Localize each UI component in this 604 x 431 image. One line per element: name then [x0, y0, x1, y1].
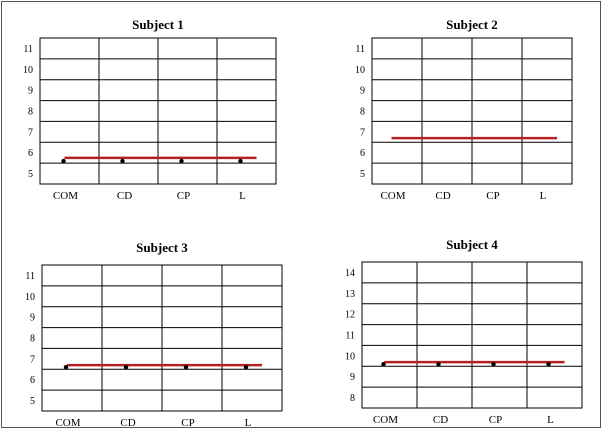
x-category-label: CD — [117, 190, 132, 202]
y-tick-label: 14 — [345, 268, 355, 279]
x-category-label: COM — [55, 417, 80, 429]
x-category-label: COM — [373, 414, 398, 426]
x-category-label: CD — [120, 417, 135, 429]
y-tick-label: 11 — [355, 44, 365, 55]
data-point — [381, 362, 386, 367]
x-category-label: L — [245, 417, 252, 429]
y-tick-label: 7 — [30, 354, 35, 365]
y-tick-label: 7 — [360, 127, 365, 138]
y-tick-label: 6 — [360, 148, 365, 159]
y-tick-label: 8 — [350, 393, 355, 404]
data-point — [61, 158, 66, 164]
x-category-label: L — [540, 190, 547, 202]
y-tick-label: 9 — [28, 86, 33, 97]
data-point — [243, 365, 249, 370]
x-category-label: CP — [177, 190, 190, 202]
data-point — [120, 158, 125, 164]
chart-4-title: Subject 4 — [446, 237, 498, 252]
x-category-label: CP — [486, 190, 499, 202]
x-category-label: CP — [181, 417, 194, 429]
y-tick-label: 8 — [28, 107, 33, 118]
y-tick-label: 5 — [28, 169, 33, 180]
y-tick-label: 7 — [28, 127, 33, 138]
y-tick-label: 10 — [355, 65, 365, 76]
y-tick-label: 9 — [30, 313, 35, 324]
x-category-label: COM — [380, 190, 405, 202]
data-point — [183, 365, 189, 370]
chart-3-title: Subject 3 — [136, 240, 188, 255]
y-tick-label: 10 — [345, 351, 355, 362]
y-tick-label: 12 — [345, 310, 355, 321]
y-tick-label: 9 — [350, 372, 355, 383]
y-tick-label: 6 — [30, 375, 35, 386]
y-tick-label: 8 — [30, 334, 35, 345]
data-point — [546, 362, 551, 367]
y-tick-label: 9 — [360, 86, 365, 97]
y-tick-label: 11 — [345, 331, 355, 342]
x-category-label: CP — [489, 414, 502, 426]
x-category-label: L — [239, 190, 246, 202]
chart-2-title: Subject 2 — [446, 17, 498, 32]
y-tick-label: 11 — [23, 44, 33, 55]
x-category-label: L — [547, 414, 554, 426]
x-category-label: CD — [435, 190, 450, 202]
data-point — [63, 365, 69, 370]
y-tick-label: 6 — [28, 148, 33, 159]
y-tick-label: 5 — [360, 169, 365, 180]
y-tick-label: 11 — [25, 271, 35, 282]
y-tick-label: 13 — [345, 289, 355, 300]
y-tick-label: 8 — [360, 107, 365, 118]
data-point — [491, 362, 496, 367]
data-point — [123, 365, 129, 370]
data-point — [238, 158, 243, 164]
data-point — [179, 158, 184, 164]
x-category-label: COM — [53, 190, 78, 202]
y-tick-label: 10 — [23, 65, 33, 76]
x-category-label: CD — [433, 414, 448, 426]
y-tick-label: 5 — [30, 396, 35, 407]
y-tick-label: 10 — [25, 292, 35, 303]
data-point — [436, 362, 441, 367]
chart-1-title: Subject 1 — [132, 17, 184, 32]
